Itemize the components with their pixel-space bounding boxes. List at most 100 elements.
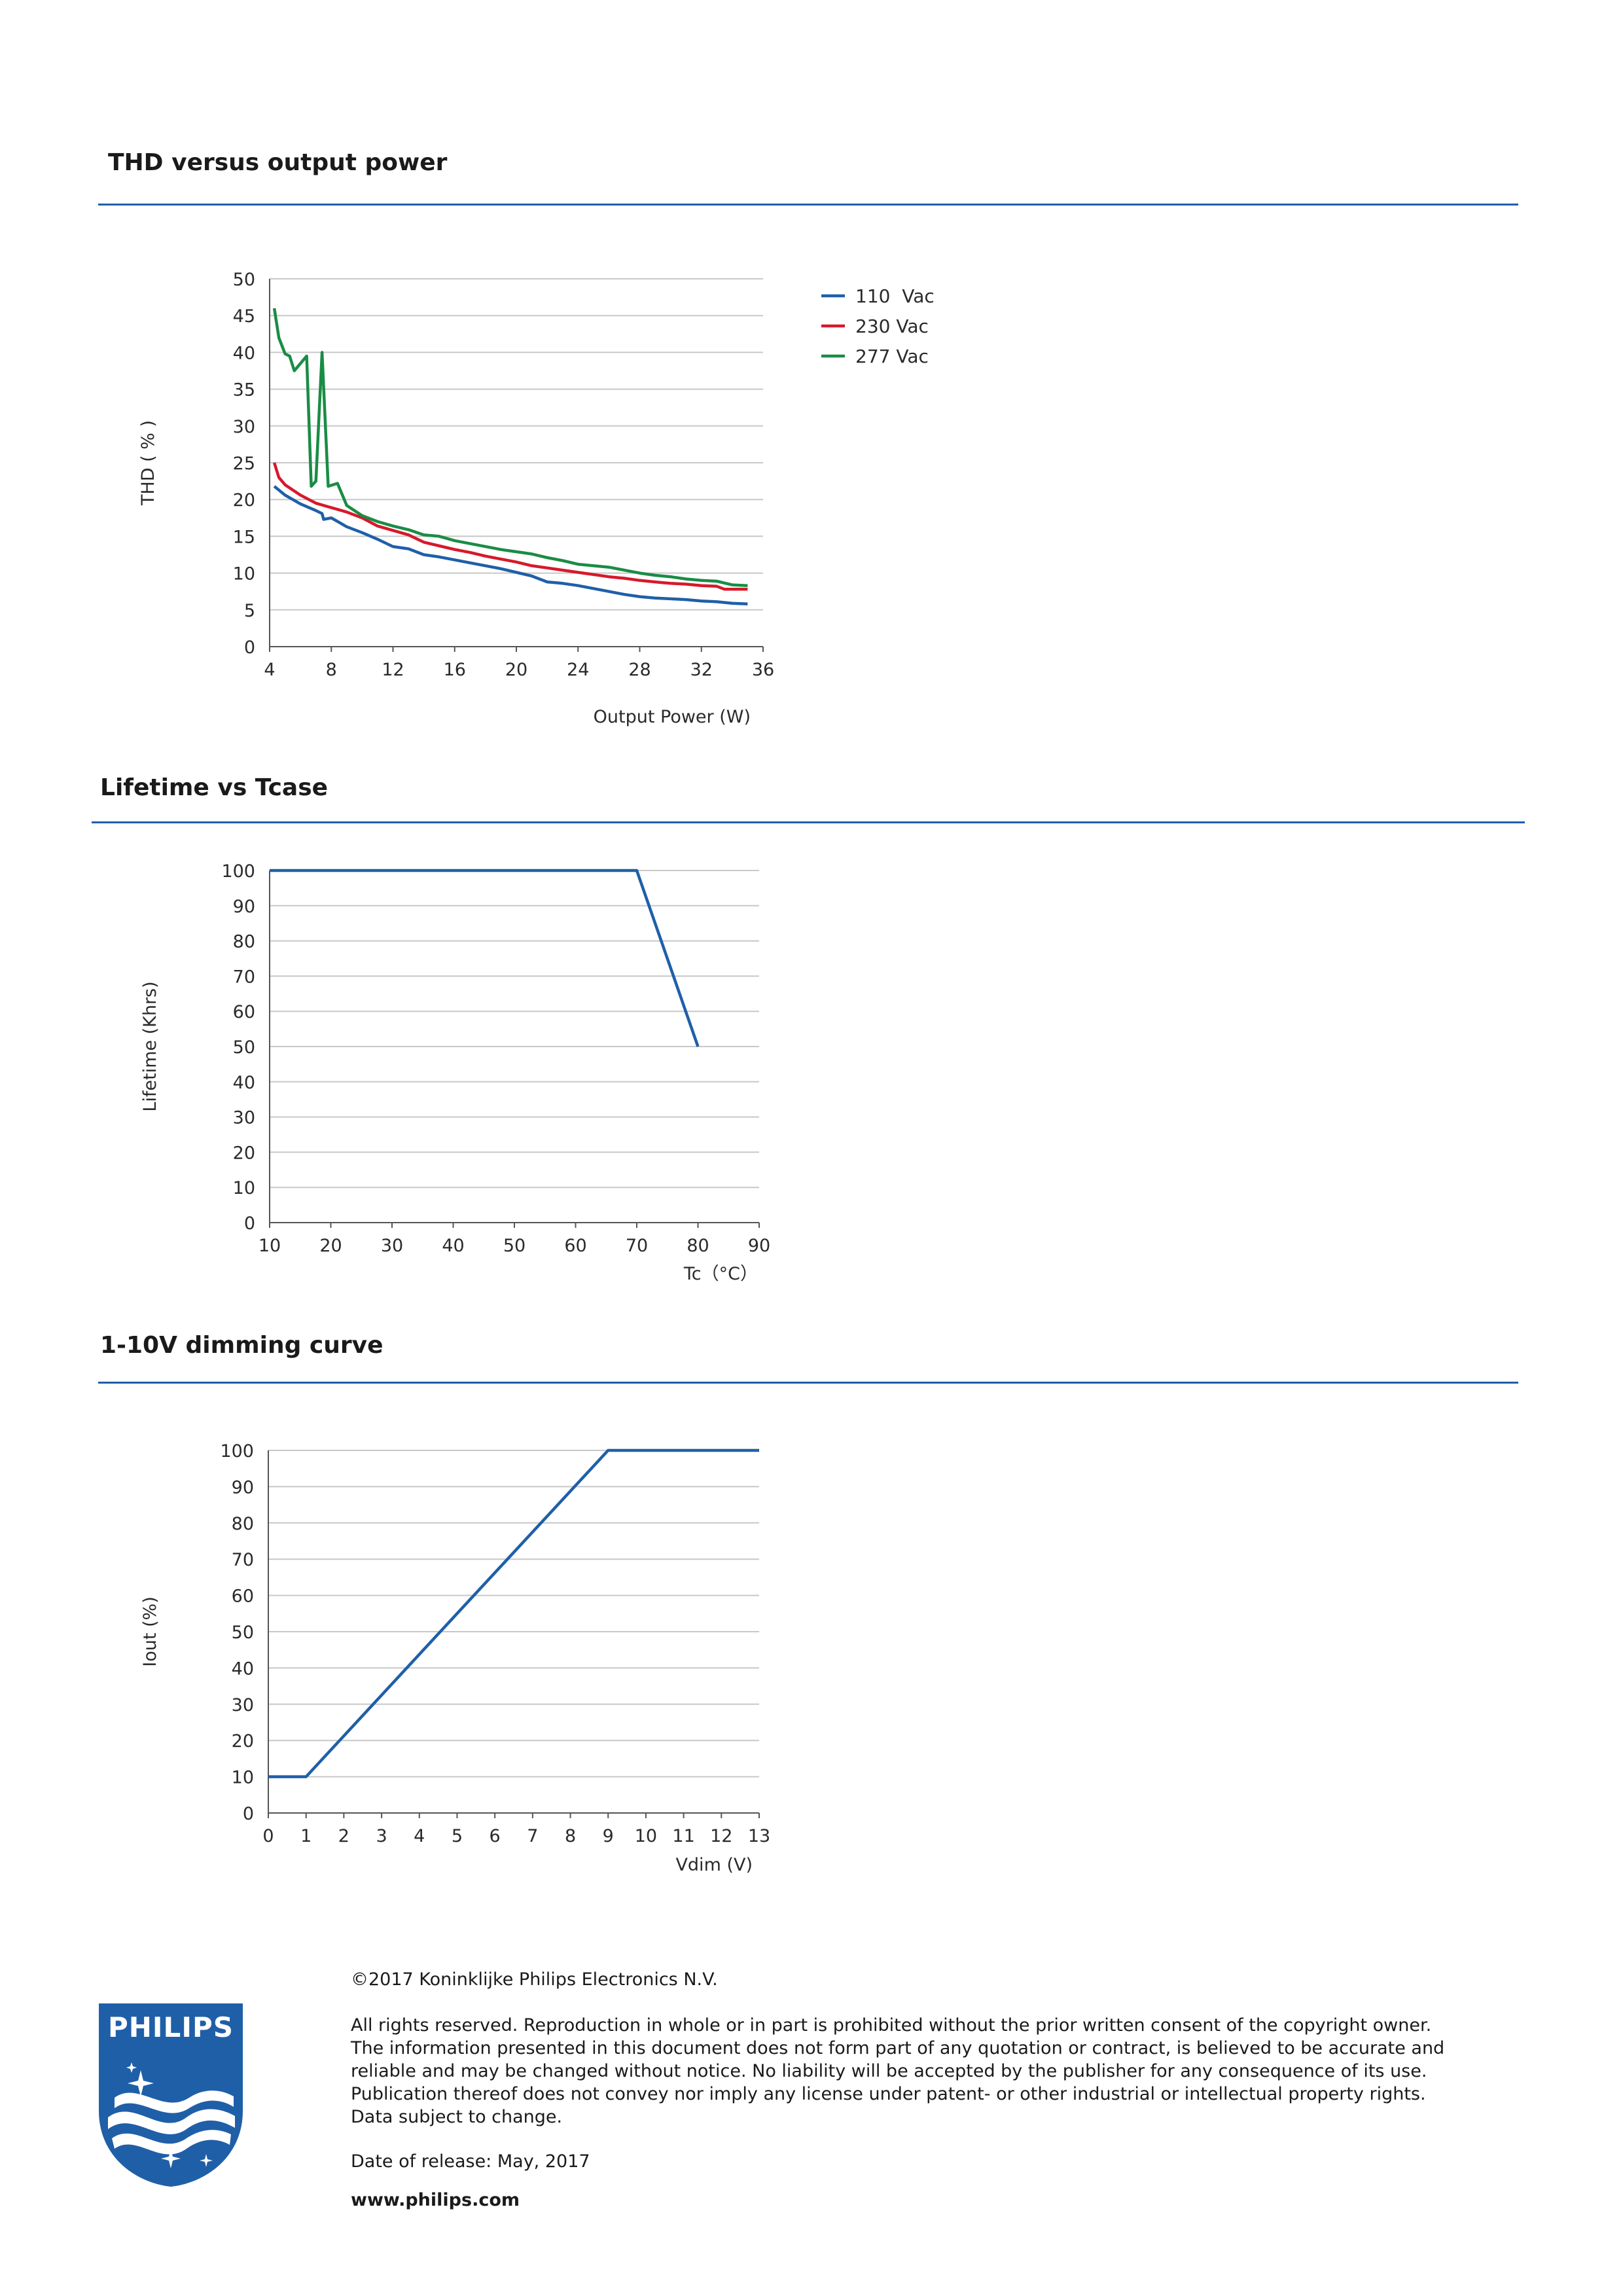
y-axis-label: THD ( % ) [138, 420, 158, 506]
y-tick-label: 60 [233, 1002, 255, 1022]
x-tick-label: 36 [752, 660, 774, 680]
y-tick-label: 80 [233, 932, 255, 952]
y-tick-label: 100 [220, 1441, 254, 1462]
x-axis-label: Output Power (W) [594, 707, 751, 727]
y-tick-label: 0 [243, 1804, 254, 1824]
copyright-text: ©2017 Koninklijke Philips Electronics N.… [351, 1969, 718, 1990]
x-tick-label: 3 [376, 1826, 387, 1846]
x-tick-label: 6 [490, 1826, 501, 1846]
x-tick-label: 90 [748, 1236, 770, 1256]
series-line [272, 308, 748, 587]
series-line [268, 1448, 759, 1778]
thd-section-rule [98, 204, 1518, 206]
y-tick-label: 35 [233, 380, 255, 401]
x-tick-label: 12 [710, 1826, 732, 1846]
x-tick-label: 20 [319, 1236, 342, 1256]
y-tick-label: 20 [233, 490, 255, 511]
x-tick-label: 0 [262, 1826, 274, 1846]
x-tick-label: 10 [259, 1236, 281, 1256]
series-line [273, 485, 748, 606]
y-tick-label: 50 [233, 270, 255, 290]
disclaimer-line: Data subject to change. [351, 2107, 563, 2127]
disclaimer-line: reliable and may be changed without noti… [351, 2061, 1427, 2081]
philips-shield-logo: PHILIPS [95, 2000, 247, 2189]
footer-release-date: Date of release: May, 2017 [351, 2150, 590, 2173]
x-tick-label: 2 [338, 1826, 349, 1846]
y-tick-label: 80 [232, 1514, 254, 1534]
x-tick-label: 1 [300, 1826, 312, 1846]
x-tick-label: 10 [635, 1826, 657, 1846]
x-axis-label: Vdim (V) [675, 1855, 753, 1875]
y-tick-label: 50 [233, 1037, 255, 1058]
y-tick-label: 45 [233, 306, 255, 327]
y-tick-label: 15 [233, 527, 255, 547]
y-tick-label: 100 [221, 861, 255, 882]
y-tick-label: 10 [233, 564, 255, 584]
y-tick-label: 40 [233, 1073, 255, 1093]
y-tick-label: 70 [232, 1550, 254, 1570]
release-date-text: Date of release: May, 2017 [351, 2151, 590, 2172]
x-tick-label: 80 [687, 1236, 709, 1256]
dimming-section-rule [98, 1382, 1518, 1384]
legend-label: 230 Vac [855, 315, 929, 337]
y-tick-label: 40 [232, 1659, 254, 1679]
x-tick-label: 8 [565, 1826, 576, 1846]
x-tick-label: 16 [444, 660, 466, 680]
x-tick-label: 4 [264, 660, 275, 680]
x-tick-label: 60 [564, 1236, 586, 1256]
x-axis-label: Tc（°C） [683, 1264, 758, 1284]
footer-disclaimer: All rights reserved. Reproduction in who… [351, 2014, 1444, 2128]
x-tick-label: 40 [442, 1236, 464, 1256]
thd-section-title: THD versus output power [108, 149, 448, 176]
x-tick-label: 32 [690, 660, 713, 680]
x-tick-label: 9 [603, 1826, 614, 1846]
y-tick-label: 90 [233, 897, 255, 917]
x-tick-label: 11 [672, 1826, 694, 1846]
disclaimer-line: The information presented in this docume… [351, 2038, 1445, 2058]
x-tick-label: 70 [626, 1236, 648, 1256]
y-tick-label: 30 [233, 417, 255, 437]
legend-label: 110 Vac [855, 285, 935, 307]
y-tick-label: 20 [232, 1731, 254, 1751]
x-tick-label: 12 [382, 660, 404, 680]
x-tick-label: 28 [628, 660, 651, 680]
y-tick-label: 10 [232, 1768, 254, 1788]
legend-label: 277 Vac [855, 346, 929, 367]
y-tick-label: 30 [232, 1695, 254, 1715]
x-tick-label: 8 [326, 660, 337, 680]
dimming-section-title: 1-10V dimming curve [100, 1332, 383, 1359]
website-link[interactable]: www.philips.com [351, 2190, 520, 2210]
y-axis-label: Iout (%) [140, 1596, 160, 1667]
series-line [272, 462, 748, 591]
x-tick-label: 24 [567, 660, 589, 680]
y-tick-label: 10 [233, 1178, 255, 1198]
y-tick-label: 70 [233, 967, 255, 987]
lifetime-section-rule [92, 821, 1525, 823]
y-tick-label: 25 [233, 454, 255, 474]
y-tick-label: 40 [233, 343, 255, 363]
x-tick-label: 5 [452, 1826, 463, 1846]
philips-logo-wordmark: PHILIPS [108, 2011, 234, 2043]
x-tick-label: 50 [503, 1236, 526, 1256]
x-tick-label: 30 [381, 1236, 403, 1256]
y-tick-label: 5 [244, 601, 255, 621]
x-tick-label: 4 [414, 1826, 425, 1846]
x-tick-label: 20 [505, 660, 527, 680]
y-tick-label: 0 [244, 1213, 255, 1234]
y-tick-label: 0 [244, 637, 255, 658]
lifetime-section-title: Lifetime vs Tcase [100, 774, 329, 801]
y-tick-label: 30 [233, 1108, 255, 1128]
x-tick-label: 13 [748, 1826, 770, 1846]
y-tick-label: 50 [232, 1623, 254, 1643]
disclaimer-line: Publication thereof does not convey nor … [351, 2084, 1426, 2104]
disclaimer-line: All rights reserved. Reproduction in who… [351, 2015, 1432, 2036]
y-tick-label: 20 [233, 1143, 255, 1163]
y-axis-label: Lifetime (Khrs) [140, 981, 160, 1111]
footer-copyright: ©2017 Koninklijke Philips Electronics N.… [351, 1968, 718, 1991]
x-tick-label: 7 [527, 1826, 538, 1846]
y-tick-label: 90 [232, 1477, 254, 1498]
y-tick-label: 60 [232, 1587, 254, 1607]
